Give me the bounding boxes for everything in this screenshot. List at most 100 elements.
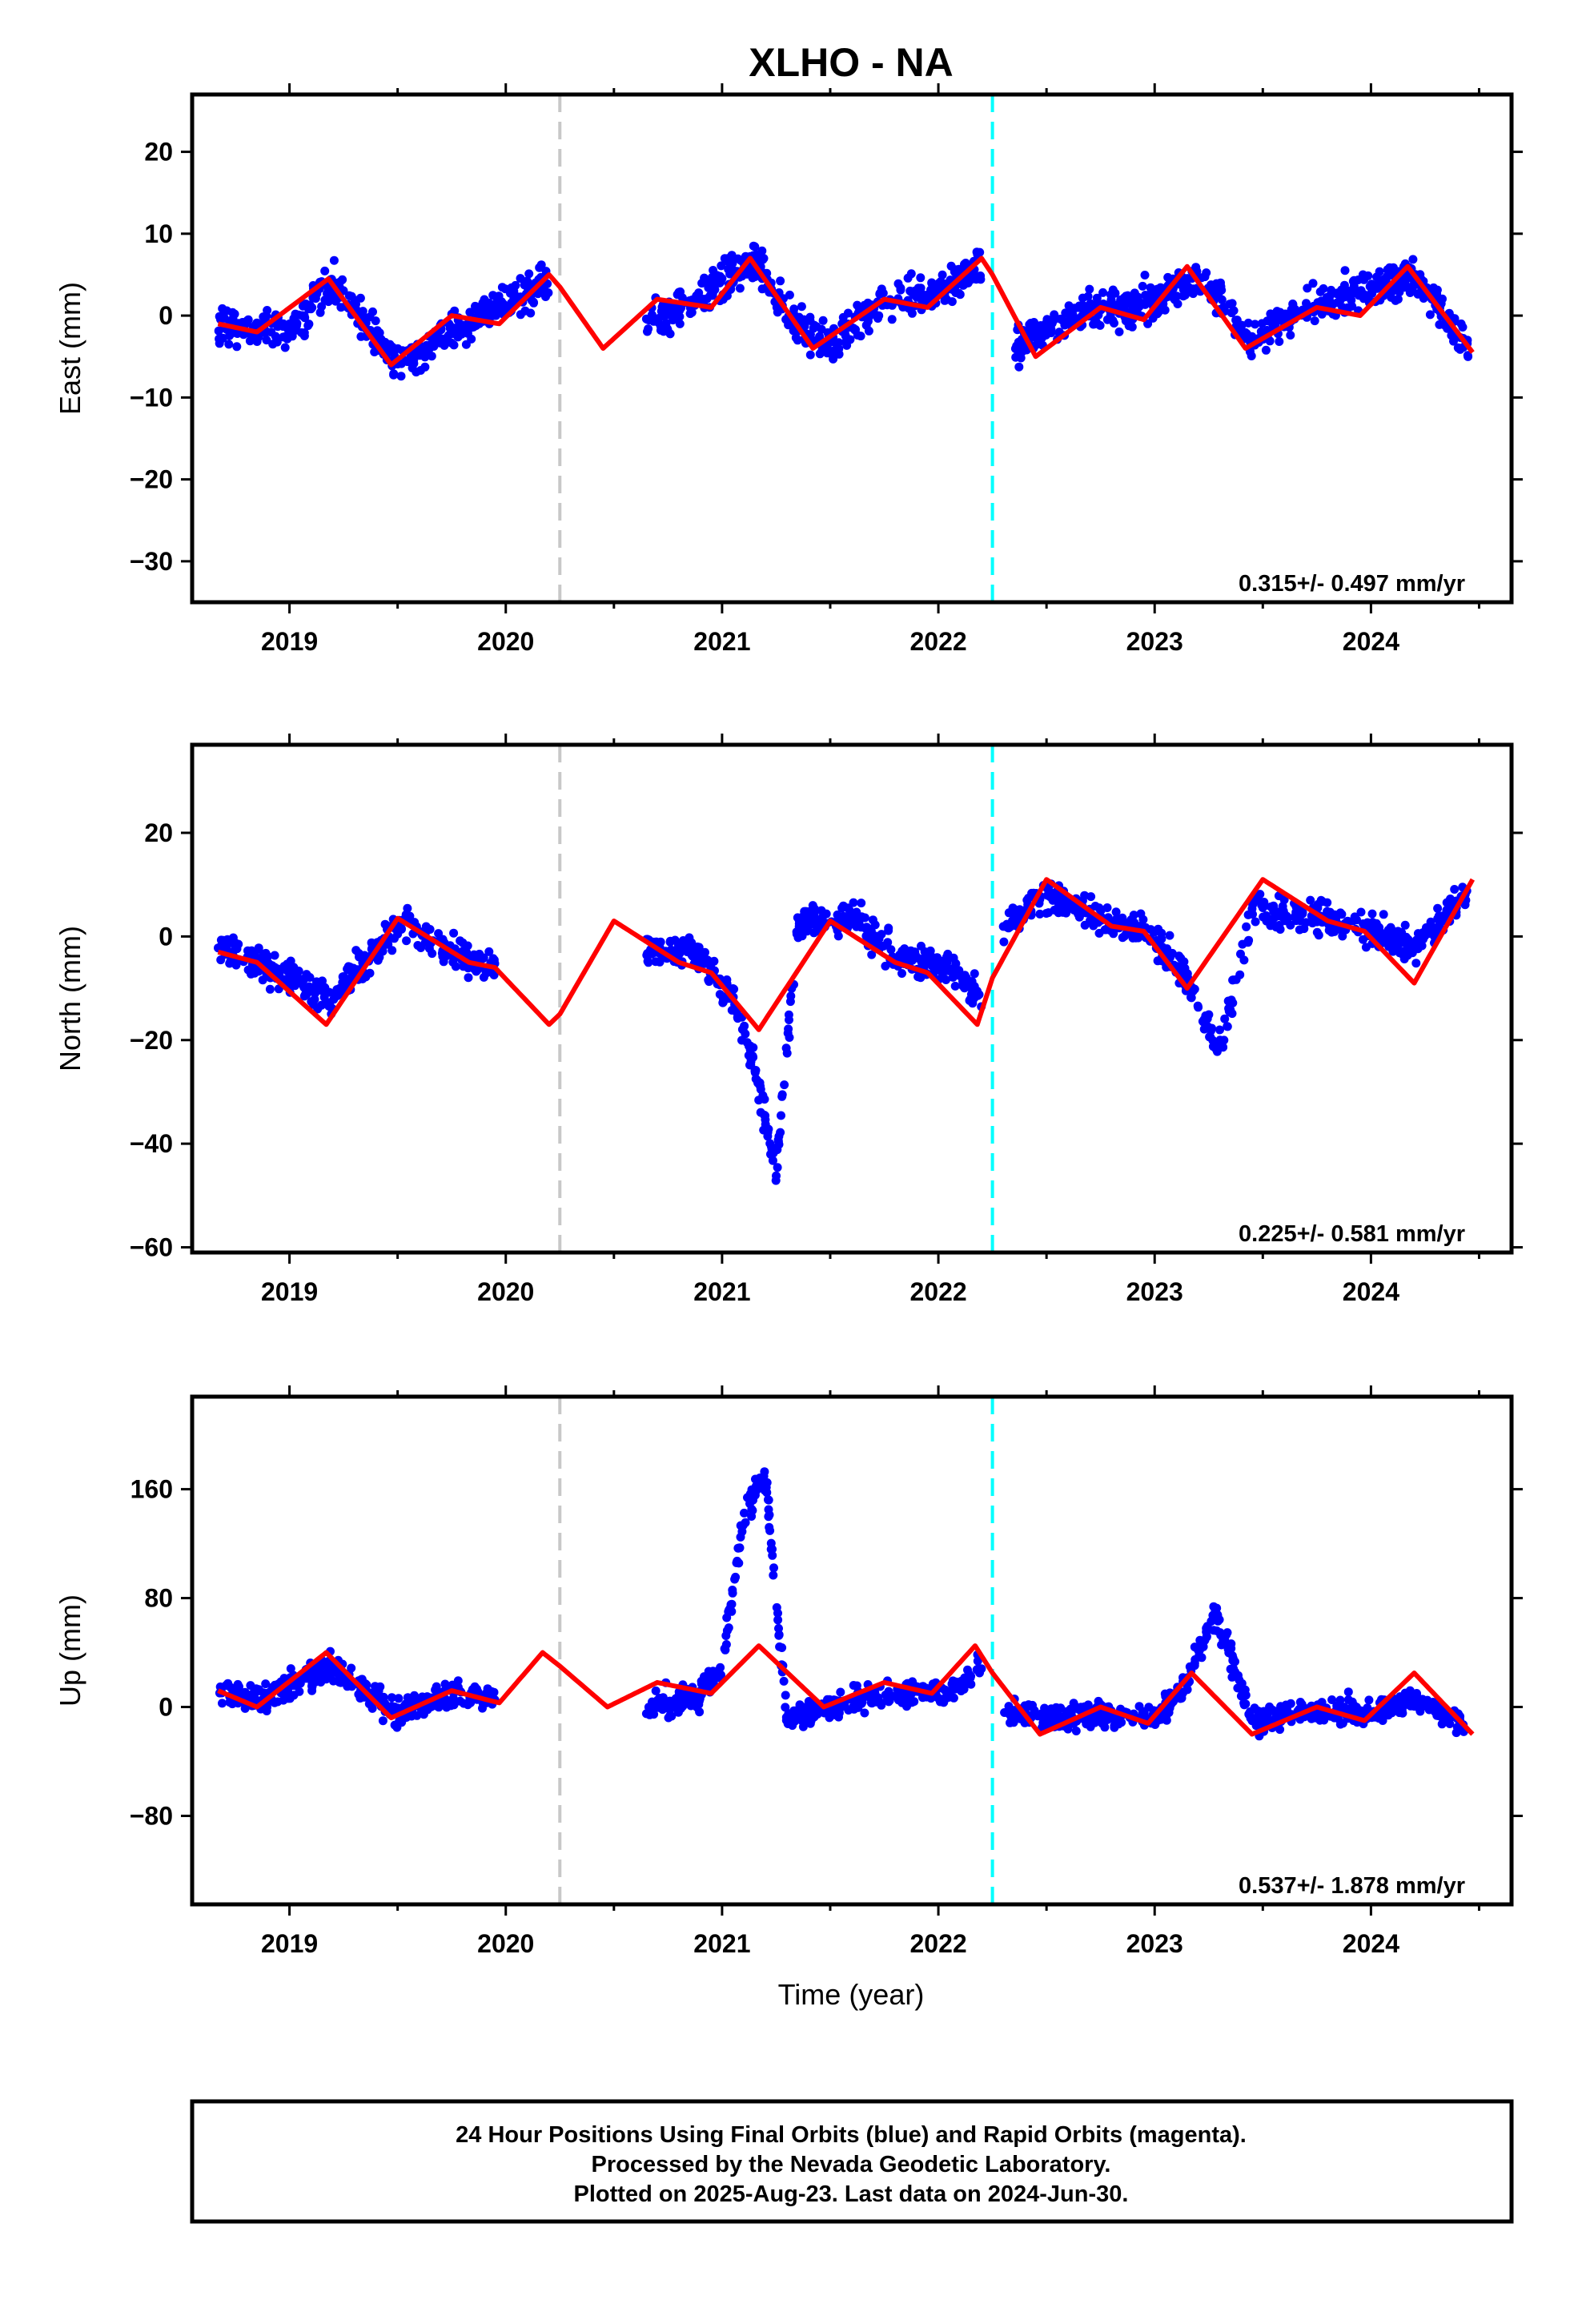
up-data-point: [781, 1691, 790, 1700]
up-data-point: [403, 1693, 412, 1703]
north-data-point: [1292, 912, 1302, 921]
north-data-point: [1419, 928, 1429, 938]
north-y-tick-label: 0: [159, 922, 173, 951]
north-data-point: [1242, 922, 1251, 931]
east-data-point: [1288, 308, 1298, 317]
east-data-point: [338, 275, 347, 284]
north-data-point: [897, 969, 906, 978]
up-x-tick-label: 2019: [261, 1929, 318, 1958]
north-data-point: [1426, 917, 1435, 927]
north-y-tick-label: −40: [130, 1129, 173, 1158]
north-data-point: [402, 936, 412, 946]
east-data-point: [724, 257, 733, 267]
east-data-point: [877, 284, 886, 294]
east-data-point: [1272, 307, 1282, 316]
north-data-point: [809, 904, 819, 914]
east-data-point: [717, 261, 726, 271]
north-data-point: [1067, 902, 1077, 911]
north-data-point: [355, 952, 363, 962]
north-data-point: [1248, 910, 1257, 919]
north-data-point: [765, 1139, 775, 1148]
up-data-point: [1319, 1713, 1329, 1723]
east-data-point: [1263, 316, 1272, 326]
north-data-point: [750, 1068, 760, 1077]
north-data-point: [464, 973, 473, 983]
north-data-point: [1126, 915, 1136, 924]
east-data-point: [843, 308, 853, 318]
east-data-point: [487, 300, 496, 309]
north-data-point: [261, 948, 271, 958]
east-x-tick-label: 2023: [1126, 627, 1183, 656]
up-data-point: [768, 1550, 777, 1560]
east-data-point: [1013, 345, 1022, 355]
north-y-tick-label: −60: [130, 1233, 173, 1262]
east-data-point: [709, 266, 718, 275]
east-data-point: [1375, 277, 1384, 287]
north-data-point: [1359, 935, 1367, 944]
footer-box: 24 Hour Positions Using Final Orbits (bl…: [190, 2099, 1514, 2224]
north-data-point: [866, 927, 876, 936]
up-data-point: [721, 1645, 730, 1655]
east-data-point: [1067, 317, 1076, 327]
east-data-point: [344, 291, 354, 300]
north-data-point: [1410, 940, 1419, 950]
up-data-point: [1088, 1716, 1098, 1726]
up-data-point: [1343, 1687, 1353, 1697]
up-data-point: [1191, 1655, 1200, 1664]
north-x-tick-label: 2024: [1343, 1277, 1399, 1306]
east-data-point: [1251, 320, 1260, 329]
east-data-point: [1367, 279, 1376, 289]
east-data-point: [831, 339, 841, 348]
up-data-point: [1335, 1695, 1345, 1705]
east-x-tick-label: 2019: [261, 627, 318, 656]
north-data-point: [1186, 993, 1196, 1003]
east-data-point: [424, 341, 433, 351]
east-data-point: [950, 267, 959, 276]
north-data-point: [756, 1108, 765, 1117]
north-data-point: [973, 987, 982, 995]
up-data-point: [489, 1687, 499, 1697]
east-data-point: [1399, 283, 1409, 292]
east-data-point: [292, 319, 302, 328]
up-data-point: [307, 1686, 317, 1695]
up-data-point: [1235, 1675, 1244, 1685]
east-velocity-label: 0.315+/- 0.497 mm/yr: [1239, 571, 1465, 597]
east-data-point: [940, 296, 950, 305]
north-data-point: [942, 975, 951, 984]
east-data-point: [320, 266, 330, 275]
up-y-axis-title: Up (mm): [54, 1594, 86, 1707]
east-y-tick-label: −30: [130, 547, 173, 576]
east-data-point: [887, 315, 897, 324]
north-data-point: [868, 915, 877, 925]
east-data-point: [736, 255, 745, 265]
north-data-point: [265, 984, 275, 994]
up-data-point: [774, 1630, 784, 1640]
north-data-point: [745, 1045, 755, 1055]
north-data-point: [690, 951, 700, 960]
east-data-point: [1363, 271, 1373, 280]
up-data-point: [1259, 1715, 1269, 1725]
up-data-point: [378, 1716, 387, 1726]
east-data-point: [238, 318, 247, 327]
footer-line-orbits: 24 Hour Positions Using Final Orbits (bl…: [456, 2122, 1247, 2148]
east-data-point: [805, 316, 815, 325]
north-data-point: [307, 997, 316, 1007]
north-data-point: [1176, 954, 1186, 963]
north-data-point: [449, 928, 459, 938]
east-data-point: [315, 308, 325, 317]
up-data-point: [309, 1675, 319, 1684]
east-y-tick-label: 0: [159, 301, 173, 330]
up-data-point: [795, 1713, 804, 1723]
up-data-point: [456, 1696, 465, 1706]
up-data-point: [774, 1623, 783, 1633]
east-data-point: [1170, 295, 1179, 304]
east-data-point: [1114, 300, 1124, 309]
north-x-tick-label: 2022: [909, 1277, 966, 1306]
north-data-point: [785, 997, 795, 1007]
east-data-point: [749, 241, 758, 251]
up-data-point: [1231, 1667, 1239, 1677]
north-data-point: [655, 957, 665, 967]
north-data-point: [1269, 913, 1279, 923]
east-data-point: [408, 364, 417, 372]
north-data-point: [1395, 948, 1404, 958]
